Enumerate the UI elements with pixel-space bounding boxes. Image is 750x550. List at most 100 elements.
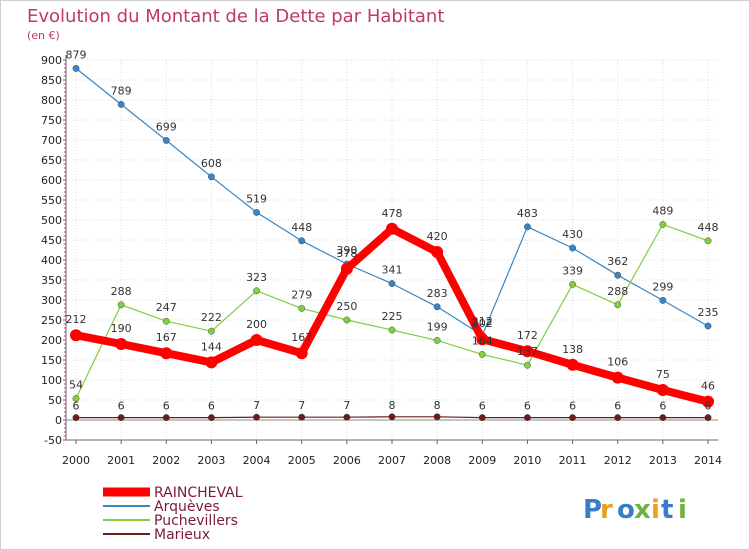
y-tick-label: 800 — [41, 94, 62, 107]
y-tick-label: 500 — [41, 214, 62, 227]
data-point — [340, 262, 353, 275]
data-label: 8 — [389, 399, 396, 412]
data-point — [521, 345, 534, 358]
data-point — [160, 347, 173, 360]
data-label: 172 — [517, 329, 538, 342]
data-point — [431, 246, 444, 258]
data-label: 299 — [652, 280, 673, 293]
data-point — [433, 413, 441, 421]
data-label: 8 — [434, 399, 441, 412]
data-point — [614, 414, 622, 421]
logo-letter: i — [651, 495, 660, 525]
data-label: 279 — [291, 288, 312, 301]
data-point — [115, 338, 128, 350]
data-label: 519 — [246, 192, 267, 205]
y-tick-label: 750 — [41, 114, 62, 127]
logo-letter: t — [661, 495, 673, 525]
data-point — [566, 358, 579, 371]
data-label: 378 — [336, 247, 357, 260]
data-point — [162, 414, 170, 421]
data-label: 483 — [517, 207, 538, 220]
data-label: 212 — [66, 313, 87, 326]
data-label: 7 — [298, 399, 305, 412]
data-label: 164 — [472, 334, 493, 347]
data-point — [659, 296, 667, 304]
y-tick-label: 300 — [41, 294, 62, 307]
data-label: 288 — [111, 285, 132, 298]
data-label: 167 — [291, 331, 312, 344]
y-tick-label: 650 — [41, 154, 62, 167]
data-labels: 879 789 699 608 519 448 390 341 283 212 483 430 362 2… — [66, 48, 719, 412]
x-tick-label: 2002 — [152, 454, 180, 467]
data-label: 138 — [562, 343, 583, 356]
data-point — [298, 413, 306, 421]
data-label: 879 — [66, 48, 87, 61]
data-label: 225 — [382, 310, 403, 323]
data-point — [478, 350, 486, 358]
data-point — [117, 301, 125, 309]
chart-title: Evolution du Montant de la Dette par Hab… — [27, 6, 444, 27]
proxiti-logo: Pr o x i t i — [583, 495, 687, 525]
logo-letter: P — [583, 495, 602, 525]
data-point — [343, 413, 351, 421]
logo-letter: r — [600, 495, 613, 525]
data-point — [72, 65, 80, 72]
legend-label: Puchevillers — [154, 513, 238, 529]
data-label: 6 — [659, 400, 666, 413]
data-label: 144 — [201, 340, 222, 353]
legend-label: Arquèves — [154, 499, 220, 515]
data-label: 247 — [156, 301, 177, 314]
data-point — [253, 287, 260, 295]
data-point — [614, 301, 622, 309]
y-tick-label: 350 — [41, 274, 62, 287]
y-tick-label: 50 — [48, 394, 62, 407]
data-point — [433, 336, 441, 344]
data-point — [388, 413, 396, 421]
data-point — [476, 333, 489, 346]
chart-subtitle: (en €) — [27, 29, 60, 42]
data-label: 6 — [118, 400, 125, 413]
y-tick-label: -50 — [44, 434, 62, 447]
y-tick-label: 700 — [41, 134, 62, 147]
data-label: 6 — [163, 400, 170, 413]
data-label: 430 — [562, 228, 583, 241]
data-label: 341 — [382, 264, 403, 277]
data-point — [162, 136, 170, 144]
data-point — [250, 334, 263, 346]
data-point — [162, 317, 170, 325]
data-point — [656, 384, 669, 396]
data-point — [253, 208, 260, 216]
data-point — [433, 303, 441, 311]
data-label: 6 — [524, 400, 531, 413]
data-point — [298, 237, 306, 245]
data-point — [253, 413, 260, 421]
data-point — [478, 414, 486, 421]
x-tick-label: 2003 — [197, 454, 225, 467]
data-point — [298, 304, 306, 312]
data-point — [208, 173, 215, 181]
data-label: 200 — [246, 318, 267, 331]
data-point — [386, 222, 398, 235]
y-tick-label: 0 — [55, 414, 62, 427]
data-label: 6 — [73, 400, 80, 413]
data-label: 7 — [343, 399, 350, 412]
data-label: 6 — [705, 400, 712, 413]
x-tick-label: 2010 — [513, 454, 541, 467]
data-label: 6 — [479, 400, 486, 413]
data-point — [72, 394, 80, 402]
y-tick-label: 250 — [41, 314, 62, 327]
x-tick-label: 2007 — [378, 454, 406, 467]
data-label: 362 — [607, 255, 628, 268]
data-point — [569, 280, 576, 288]
data-point — [343, 316, 351, 324]
data-point — [611, 371, 624, 384]
data-label: 202 — [472, 317, 493, 330]
data-point — [295, 347, 308, 360]
data-label: 489 — [652, 204, 673, 217]
y-tick-label: 900 — [41, 54, 62, 67]
data-point — [117, 414, 125, 421]
y-tick-label: 450 — [41, 234, 62, 247]
data-point — [70, 329, 82, 342]
x-tick-label: 2004 — [243, 454, 271, 467]
